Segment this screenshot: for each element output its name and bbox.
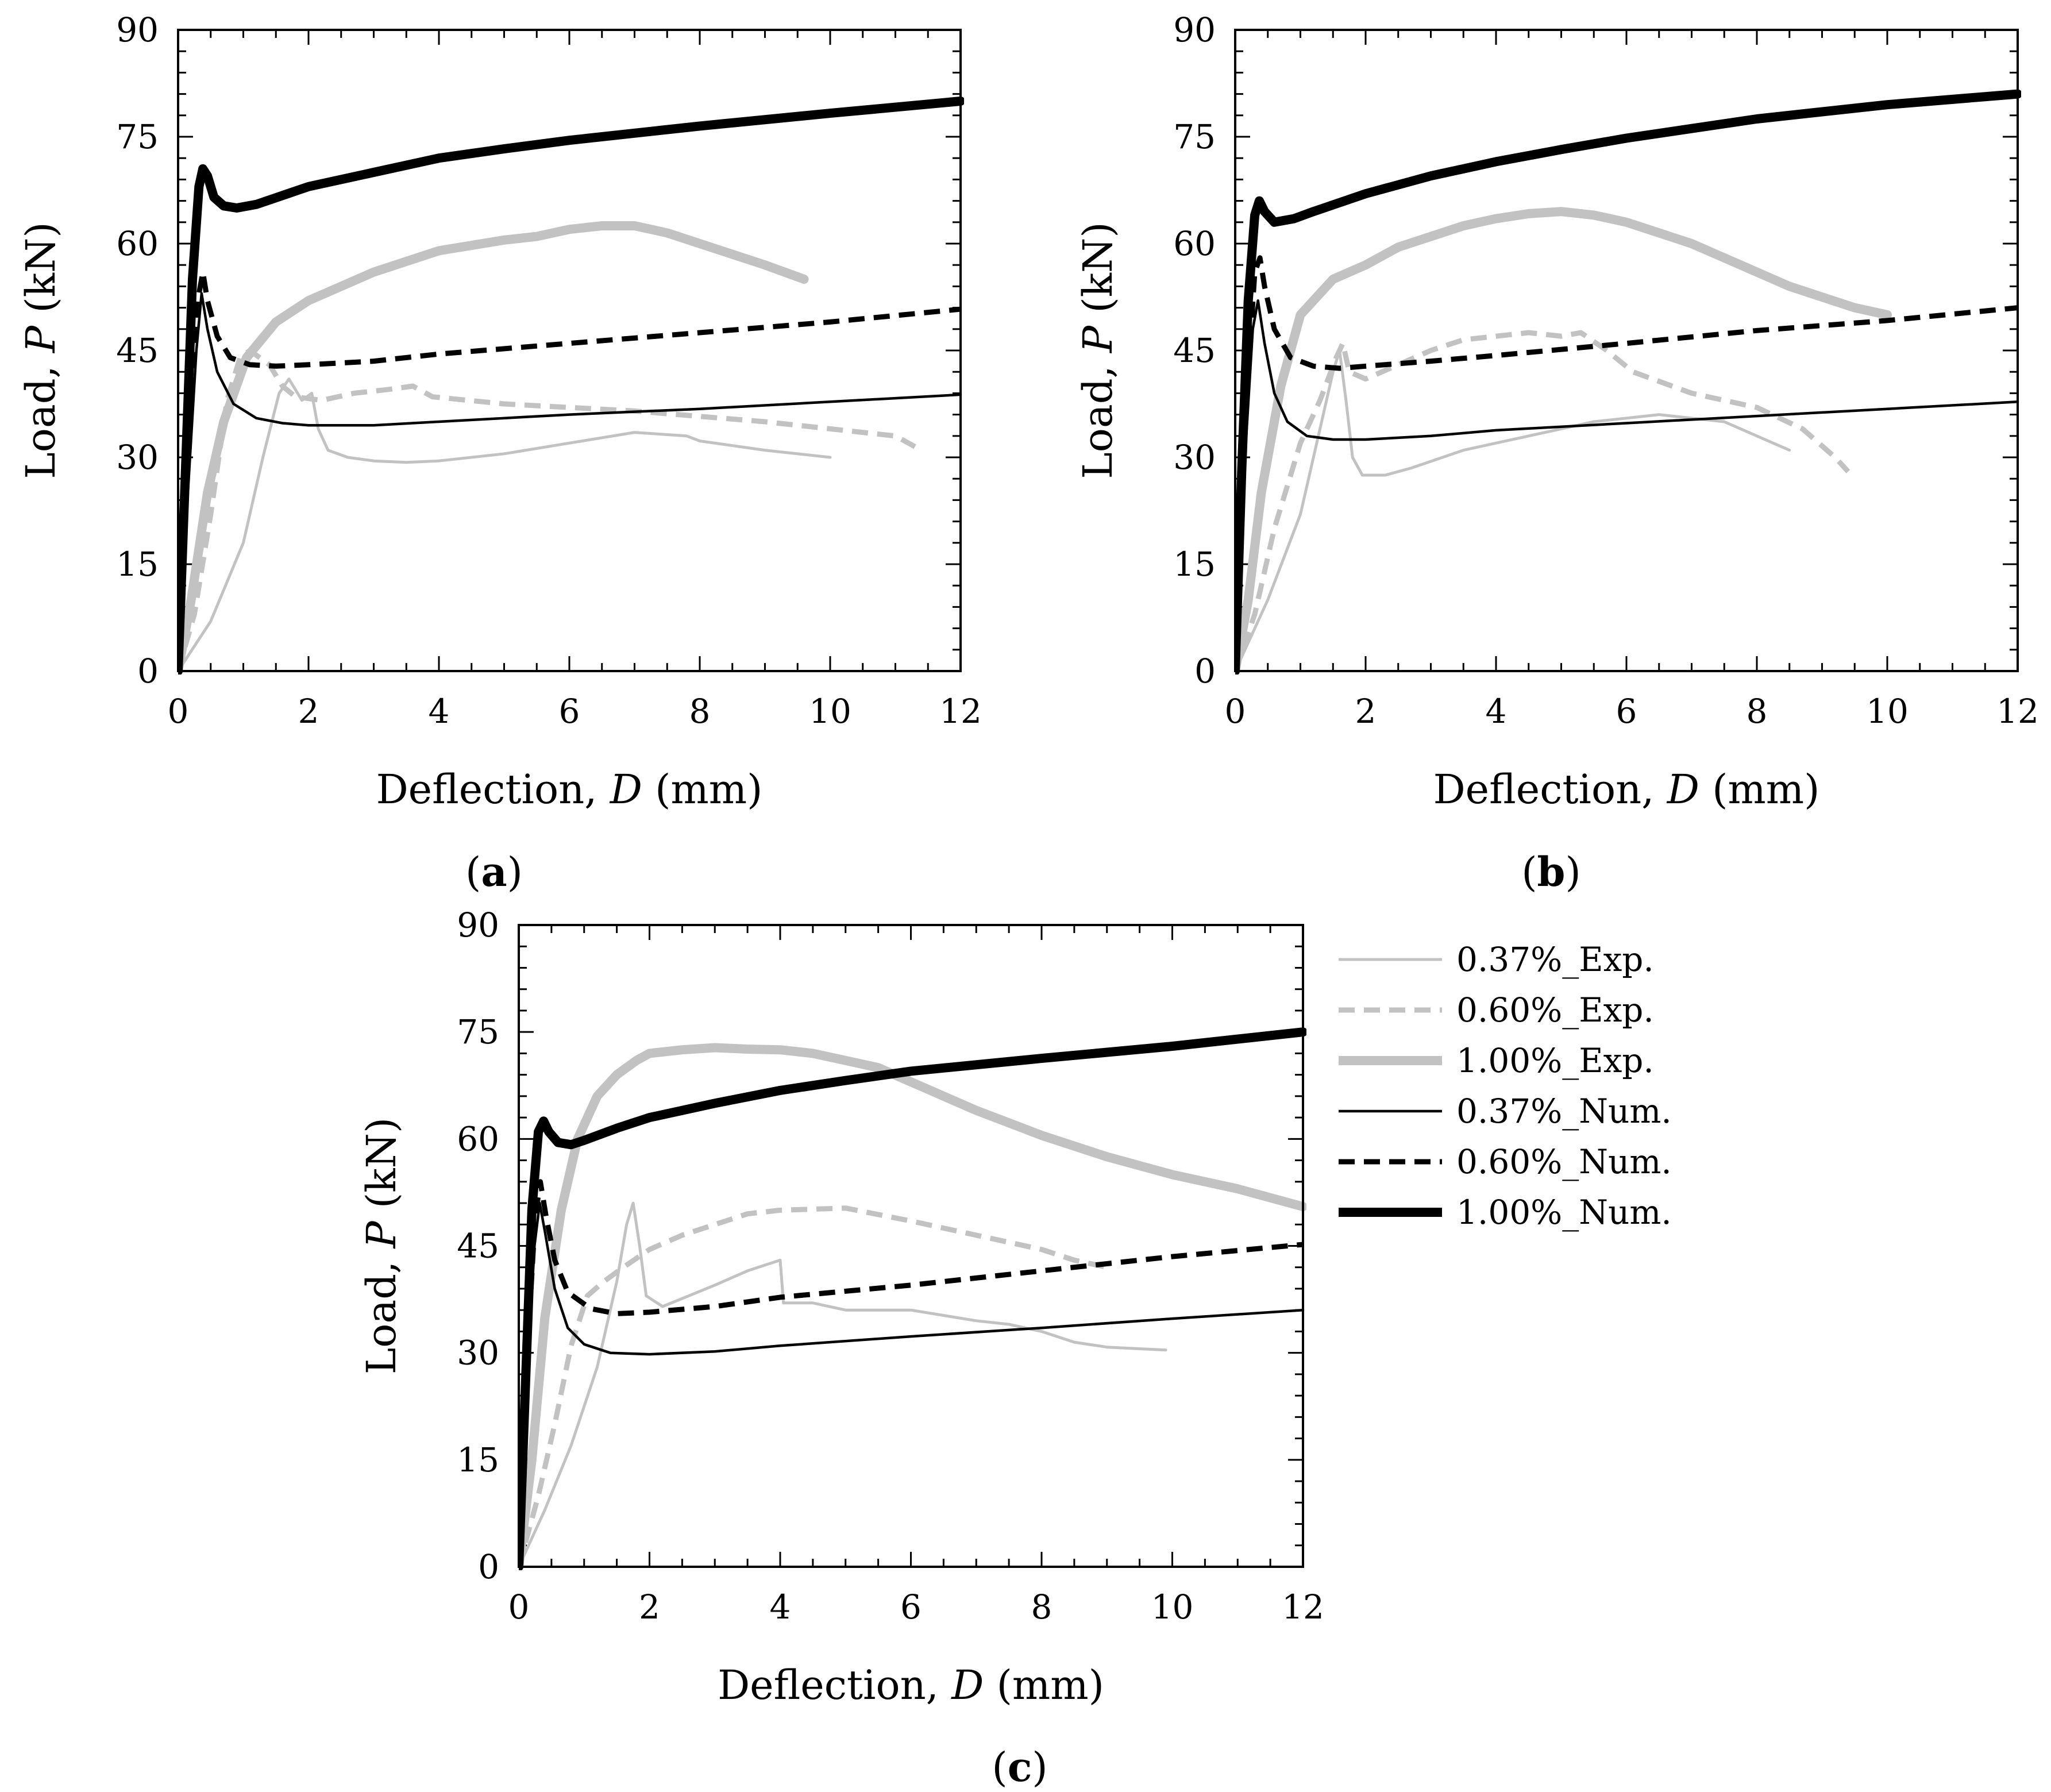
x-tick-label: 6 [900, 1587, 922, 1627]
legend-item: 1.00%_Num. [1339, 1193, 1672, 1232]
legend-label: 1.00%_Exp. [1456, 1041, 1654, 1080]
y-tick-label: 15 [116, 545, 159, 584]
series-0-60-num [178, 269, 961, 672]
x-tick-label: 0 [508, 1587, 530, 1627]
series-1-00-exp [1235, 207, 1892, 675]
x-tick-label: 12 [1996, 692, 2039, 731]
panel-a: 0 2 4 6 8 10 12 0 15 30 45 60 75 90 Deflection, D (mm)… [17, 10, 982, 896]
series-0-60-exp [178, 348, 916, 672]
x-tick-label: 8 [1031, 1587, 1053, 1627]
y-axis-title: Load, P (kN) [358, 1117, 405, 1374]
legend-label: 0.37%_Exp. [1456, 940, 1654, 979]
y-axis-title: Load, P (kN) [17, 222, 64, 479]
panel-label: (c) [992, 1743, 1047, 1791]
x-tick-label: 8 [689, 692, 711, 731]
x-tick-label: 10 [809, 692, 851, 731]
panel-b: 0 2 4 6 8 10 12 0 15 30 45 60 75 90 Deflection, D (mm)… [1074, 10, 2039, 896]
legend: 0.37%_Exp. 0.60%_Exp. 1.00%_Exp. 0.37%_Num.… [1339, 940, 1672, 1232]
y-tick-label: 45 [1173, 331, 1216, 370]
y-tick-label: 75 [116, 117, 159, 156]
legend-label: 0.60%_Num. [1456, 1142, 1672, 1181]
plot-frame [177, 29, 962, 672]
y-tick-label: 15 [457, 1440, 499, 1479]
series-1-00-num [178, 97, 964, 675]
series-0-37-num [178, 292, 962, 673]
y-tick-label: 90 [116, 10, 159, 49]
y-tick-label: 60 [1173, 224, 1216, 263]
panel-label: (a) [465, 848, 523, 896]
y-tick-label: 0 [137, 652, 159, 691]
series-0-60-exp [1235, 330, 1850, 672]
x-tick-label: 6 [559, 692, 580, 731]
y-tick-label: 30 [457, 1334, 499, 1373]
x-axis-title: Deflection, D (mm) [376, 766, 763, 813]
x-tick-label: 2 [639, 1587, 660, 1627]
series-1-00-num [519, 1027, 1306, 1570]
x-tick-label: 2 [1355, 692, 1377, 731]
series-0-60-exp [519, 1205, 1108, 1568]
y-tick-label: 90 [1173, 10, 1216, 49]
series-0-60-num [1235, 255, 2018, 672]
x-tick-label: 4 [429, 692, 450, 731]
series-0-37-exp [519, 1201, 1167, 1569]
x-tick-label: 0 [1225, 692, 1246, 731]
y-tick-label: 45 [457, 1227, 499, 1266]
minor-ticks [177, 29, 962, 672]
y-tick-label: 60 [116, 224, 159, 263]
x-tick-label: 12 [939, 692, 982, 731]
series-1-00-exp [519, 1043, 1306, 1570]
legend-item: 1.00%_Exp. [1339, 1041, 1654, 1080]
series-0-37-exp [178, 377, 832, 673]
y-tick-label: 75 [1173, 117, 1216, 156]
x-tick-label: 4 [770, 1587, 791, 1627]
x-tick-label: 12 [1282, 1587, 1324, 1627]
series-0-37-exp [1235, 349, 1791, 673]
plot-frame [518, 924, 1304, 1568]
y-tick-label: 45 [116, 331, 159, 370]
x-axis-title: Deflection, D (mm) [1433, 766, 1820, 813]
minor-ticks [1234, 29, 2019, 672]
legend-label: 0.60%_Exp. [1456, 991, 1654, 1030]
panel-c: 0 2 4 6 8 10 12 0 15 30 45 60 75 90 Deflection, D (mm)… [358, 905, 1324, 1791]
y-tick-label: 60 [457, 1119, 499, 1158]
panel-label: (b) [1521, 848, 1581, 896]
x-tick-label: 8 [1747, 692, 1768, 731]
y-tick-label: 0 [478, 1547, 499, 1586]
y-tick-label: 90 [457, 905, 499, 945]
plot-frame [1234, 29, 2019, 672]
y-tick-label: 30 [1173, 438, 1216, 477]
y-axis-title: Load, P (kN) [1074, 222, 1121, 479]
series-1-00-num [1235, 89, 2021, 675]
y-tick-label: 0 [1194, 652, 1216, 691]
x-tick-label: 0 [168, 692, 189, 731]
legend-item: 0.37%_Exp. [1339, 940, 1654, 979]
x-tick-label: 2 [298, 692, 319, 731]
x-tick-label: 10 [1866, 692, 1909, 731]
legend-item: 0.60%_Exp. [1339, 991, 1654, 1030]
y-tick-label: 15 [1173, 545, 1216, 584]
legend-label: 1.00%_Num. [1456, 1193, 1672, 1232]
y-tick-label: 75 [457, 1012, 499, 1051]
x-tick-label: 4 [1486, 692, 1507, 731]
series-0-60-num [519, 1179, 1304, 1567]
series-1-00-exp [178, 221, 809, 675]
x-tick-label: 6 [1616, 692, 1637, 731]
minor-ticks [518, 924, 1304, 1568]
x-tick-label: 10 [1151, 1587, 1194, 1627]
legend-item: 0.60%_Num. [1339, 1142, 1672, 1181]
x-axis-title: Deflection, D (mm) [718, 1662, 1104, 1709]
legend-item: 0.37%_Num. [1339, 1092, 1672, 1131]
legend-label: 0.37%_Num. [1456, 1092, 1672, 1131]
series-0-37-num [1235, 299, 2019, 673]
y-tick-label: 30 [116, 438, 159, 477]
